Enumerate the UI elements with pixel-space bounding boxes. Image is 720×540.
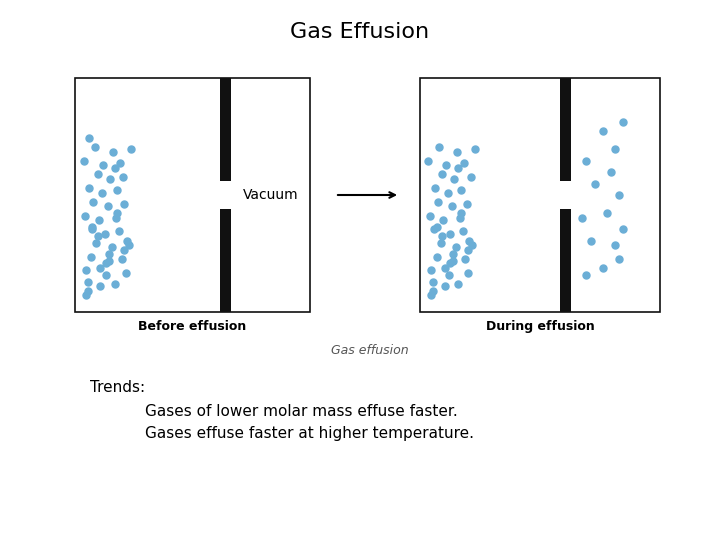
Text: Before effusion: Before effusion <box>138 320 247 333</box>
Text: Gas effusion: Gas effusion <box>331 344 409 357</box>
Bar <box>420 78 660 312</box>
Bar <box>560 78 572 181</box>
Text: Vacuum: Vacuum <box>243 188 298 202</box>
Text: Trends:: Trends: <box>90 380 145 395</box>
Bar <box>220 209 230 312</box>
Bar <box>220 78 230 181</box>
Bar <box>560 209 572 312</box>
Text: Gases of lower molar mass effuse faster.: Gases of lower molar mass effuse faster. <box>145 404 458 419</box>
Bar <box>75 78 310 312</box>
Text: During effusion: During effusion <box>485 320 595 333</box>
Text: Gas Effusion: Gas Effusion <box>290 22 430 42</box>
Text: Gases effuse faster at higher temperature.: Gases effuse faster at higher temperatur… <box>145 426 474 441</box>
